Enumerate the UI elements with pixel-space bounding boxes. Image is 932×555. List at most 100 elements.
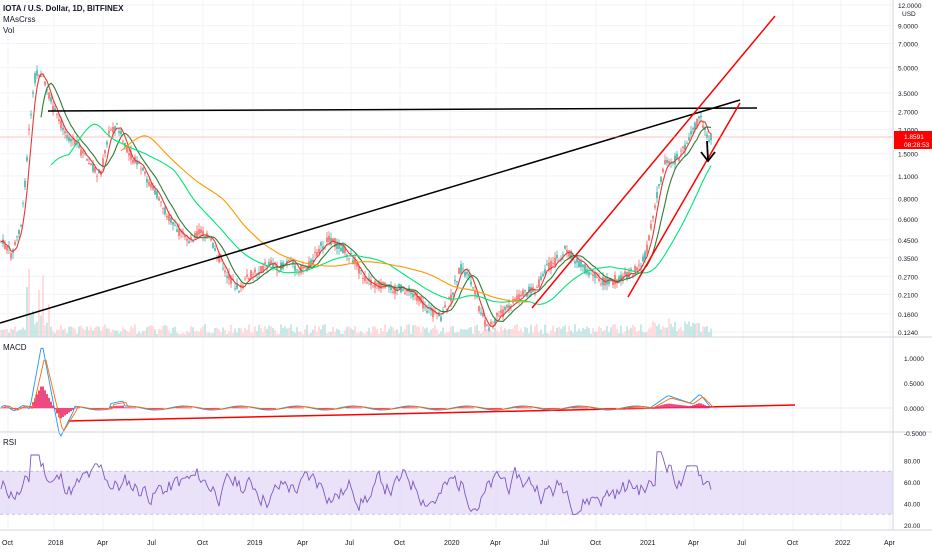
- candle-body: [304, 267, 305, 268]
- macd-histogram-bar: [436, 408, 438, 409]
- volume-bar: [470, 327, 471, 337]
- volume-bar: [186, 331, 187, 337]
- volume-bar: [462, 330, 463, 337]
- candle-body: [96, 176, 97, 177]
- volume-bar: [338, 330, 339, 337]
- macd-histogram-bar: [464, 407, 466, 408]
- time-tick-label: Oct: [590, 540, 601, 547]
- volume-bar: [346, 327, 347, 337]
- macd-histogram-bar: [660, 405, 662, 408]
- volume-bar: [276, 334, 277, 337]
- volume-bar: [528, 333, 529, 337]
- macd-histogram-bar: [212, 408, 214, 409]
- macd-histogram-bar: [412, 407, 414, 408]
- macd-histogram-bar: [384, 408, 386, 409]
- volume-bar: [684, 322, 685, 337]
- candle-body: [116, 123, 117, 124]
- volume-bar: [474, 326, 475, 337]
- volume-bar: [328, 332, 329, 337]
- candle-body: [450, 295, 451, 302]
- volume-bar: [220, 332, 221, 337]
- candle-body: [142, 168, 143, 171]
- volume-bar: [448, 332, 449, 337]
- volume-bar: [420, 333, 421, 337]
- volume-bar: [592, 328, 593, 337]
- candle-body: [16, 236, 17, 237]
- time-tick-label: Jul: [345, 540, 354, 547]
- volume-bar: [90, 327, 91, 337]
- volume-bar: [368, 328, 369, 337]
- volume-bar: [230, 325, 231, 337]
- rsi-label[interactable]: RSI: [3, 437, 16, 448]
- volume-bar: [210, 333, 211, 337]
- candle-body: [86, 159, 87, 161]
- macd-label[interactable]: MACD: [3, 342, 27, 353]
- volume-bar: [172, 328, 173, 337]
- volume-bar: [570, 331, 571, 337]
- time-tick-label: 2019: [247, 540, 263, 547]
- volume-bar: [86, 327, 87, 337]
- volume-bar: [636, 332, 637, 337]
- indicator-label-mascrss[interactable]: MAsCrss: [3, 14, 123, 25]
- candle-body: [234, 288, 235, 289]
- macd-histogram-bar: [676, 405, 678, 409]
- volume-bar: [428, 333, 429, 337]
- volume-bar: [16, 332, 17, 337]
- volume-bar: [704, 327, 705, 337]
- macd-histogram-bar: [326, 408, 328, 409]
- candle-body: [488, 329, 489, 331]
- candle-body: [348, 258, 349, 259]
- indicator-label-vol[interactable]: Vol: [3, 25, 123, 36]
- price-tick-label: 1.5000: [898, 152, 918, 159]
- volume-bar: [560, 329, 561, 337]
- volume-bar: [628, 329, 629, 337]
- macd-histogram-bar: [132, 407, 134, 408]
- price-tick-label: 0.2100: [898, 292, 918, 299]
- volume-bar: [258, 325, 259, 337]
- volume-bar: [218, 329, 219, 337]
- candle-body: [596, 277, 597, 278]
- volume-bar: [540, 330, 541, 337]
- candle-body: [624, 271, 625, 274]
- macd-histogram-bar: [492, 408, 494, 409]
- volume-bar: [76, 334, 77, 337]
- macd-histogram-bar: [242, 407, 244, 408]
- volume-bar: [122, 327, 123, 337]
- volume-bar: [434, 325, 435, 337]
- candle-body: [262, 266, 263, 271]
- candle-body: [592, 274, 593, 276]
- volume-bar: [54, 333, 55, 337]
- volume-bar: [4, 329, 5, 337]
- macd-histogram-bar: [78, 408, 80, 409]
- macd-histogram-bar: [524, 407, 526, 408]
- volume-bar: [706, 326, 707, 337]
- volume-bar: [458, 332, 459, 337]
- volume-bar: [668, 318, 669, 337]
- candle-body: [126, 146, 127, 152]
- volume-bar: [234, 329, 235, 337]
- macd-histogram-bar: [606, 408, 608, 409]
- volume-bar: [446, 332, 447, 337]
- macd-histogram-bar: [440, 408, 442, 409]
- volume-bar: [198, 332, 199, 337]
- volume-bar: [438, 334, 439, 337]
- volume-bar: [50, 327, 51, 337]
- candle-body: [412, 294, 413, 298]
- trendline-drawings[interactable]: [0, 16, 893, 421]
- time-tick-label: Jul: [147, 540, 156, 547]
- volume-bar: [688, 321, 689, 337]
- macd-histogram-bar: [160, 408, 162, 409]
- volume-bar: [660, 329, 661, 337]
- candle-body: [702, 125, 703, 128]
- volume-bar: [182, 333, 183, 337]
- candle-body: [490, 322, 491, 324]
- candle-body: [646, 245, 647, 253]
- macd-histogram-bar: [692, 405, 694, 408]
- candle-body: [224, 271, 225, 273]
- volume-bar: [654, 323, 655, 337]
- volume-bar: [0, 330, 1, 337]
- macd-histogram-bar: [240, 407, 242, 408]
- candle-body: [630, 269, 631, 270]
